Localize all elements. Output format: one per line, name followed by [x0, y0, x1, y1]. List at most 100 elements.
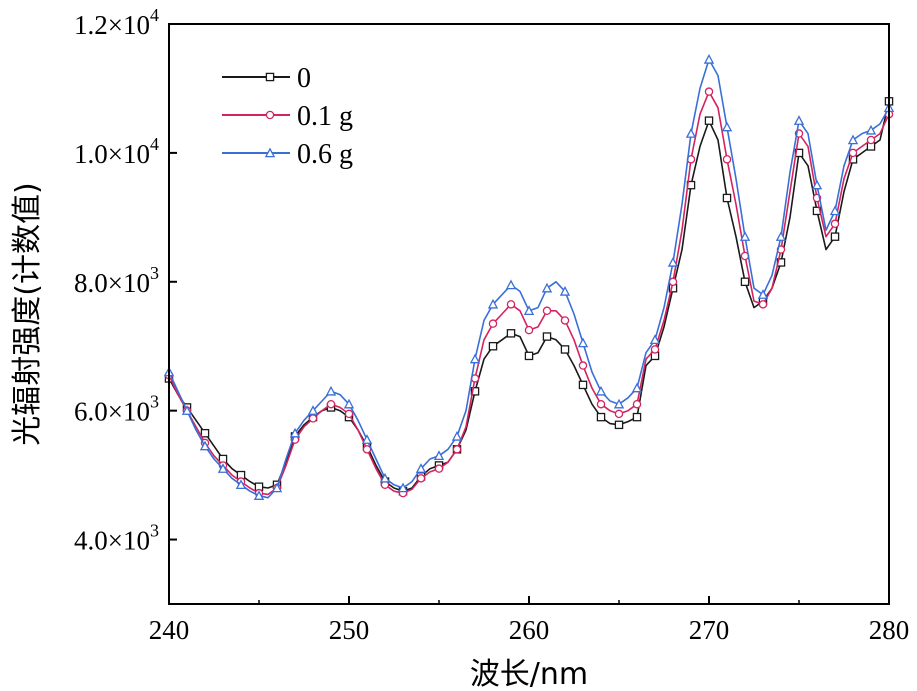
x-tick-label: 260	[509, 615, 550, 645]
data-point	[217, 463, 229, 473]
y-tick-label: 8.0×103	[74, 263, 159, 298]
data-point	[685, 128, 697, 138]
y-tick-exponent: 3	[150, 392, 159, 412]
data-point	[434, 464, 444, 473]
data-point	[307, 405, 319, 415]
data-point	[739, 231, 751, 241]
data-point	[488, 341, 498, 351]
data-point	[415, 463, 427, 473]
data-point	[614, 420, 624, 430]
data-point	[452, 445, 462, 454]
y-tick-exponent: 4	[150, 5, 159, 25]
legend-item: 0.1 g	[222, 101, 353, 132]
series-2	[163, 53, 895, 500]
data-point	[523, 305, 535, 316]
data-point	[344, 409, 354, 419]
x-axis: 240 250 260 270 280	[149, 596, 910, 645]
data-point	[847, 134, 859, 145]
data-point	[362, 445, 372, 454]
data-point	[308, 414, 318, 423]
data-point	[722, 155, 732, 164]
series-line	[168, 101, 890, 492]
data-point	[650, 345, 660, 354]
data-point	[235, 479, 247, 490]
data-point	[559, 285, 571, 296]
y-tick-exponent: 3	[150, 521, 159, 541]
plot-series-group	[163, 53, 895, 500]
data-point	[758, 300, 768, 309]
y-axis-title: 光辐射强度(计数值)	[10, 182, 45, 445]
data-point	[487, 298, 499, 309]
data-point	[200, 428, 210, 438]
data-point	[596, 412, 606, 422]
data-point	[757, 289, 769, 299]
data-point	[740, 277, 750, 287]
data-point	[848, 148, 858, 158]
data-point	[488, 319, 498, 328]
data-point	[811, 179, 823, 190]
data-point	[541, 282, 553, 293]
data-point	[865, 124, 877, 135]
data-point	[451, 430, 463, 441]
y-tick-mantissa: 8.0×10	[74, 268, 150, 298]
legend-item: 0.6 g	[222, 139, 353, 170]
data-point	[379, 472, 391, 483]
data-point	[326, 399, 336, 409]
data-point	[470, 387, 480, 396]
data-point	[361, 434, 373, 444]
legend-label: 0	[297, 63, 311, 94]
data-point	[632, 412, 642, 422]
legend-label: 0.1 g	[297, 101, 353, 132]
y-tick-label: 4.0×103	[74, 521, 159, 556]
data-point	[649, 334, 661, 345]
data-point	[668, 277, 678, 287]
x-tick-label: 270	[689, 615, 730, 645]
y-tick-mantissa: 6.0×10	[74, 397, 150, 427]
data-point	[289, 427, 301, 438]
data-point	[181, 405, 193, 415]
data-point	[271, 482, 283, 493]
legend-label: 0.6 g	[297, 139, 353, 170]
data-point	[793, 115, 805, 125]
data-point	[469, 353, 481, 364]
data-point	[775, 231, 787, 241]
data-point	[704, 87, 714, 96]
data-point	[253, 490, 265, 500]
data-point	[524, 351, 534, 361]
y-tick-mantissa: 4.0×10	[74, 526, 150, 556]
legend: 0 0.1 g 0.6 g	[222, 63, 353, 170]
legend-swatch-marker	[265, 72, 275, 82]
data-point	[506, 329, 516, 338]
data-point	[830, 219, 840, 229]
data-point	[722, 193, 732, 203]
data-point	[542, 332, 552, 341]
data-point	[595, 385, 607, 396]
data-point	[613, 398, 625, 409]
data-point	[596, 399, 606, 409]
data-point	[578, 380, 588, 390]
data-point	[343, 398, 355, 409]
x-tick-label: 240	[149, 615, 190, 645]
data-point	[433, 450, 445, 461]
data-point	[397, 482, 409, 493]
series-0	[164, 97, 894, 496]
x-tick-label: 250	[329, 615, 370, 645]
y-tick-label: 1.2×104	[74, 5, 159, 40]
data-point	[703, 53, 715, 64]
data-point	[560, 316, 570, 325]
data-point	[866, 135, 876, 145]
data-point	[830, 232, 840, 241]
series-1	[164, 87, 894, 498]
x-tick-label: 280	[869, 615, 910, 645]
data-point	[416, 474, 426, 483]
data-point	[829, 205, 841, 216]
data-point	[631, 382, 643, 393]
data-point	[632, 399, 642, 409]
y-tick-label: 1.0×104	[74, 134, 159, 169]
legend-item: 0	[222, 63, 311, 94]
data-point	[560, 345, 570, 354]
data-point	[667, 256, 679, 267]
legend-swatch-marker	[265, 110, 275, 120]
y-tick-exponent: 3	[150, 263, 159, 283]
